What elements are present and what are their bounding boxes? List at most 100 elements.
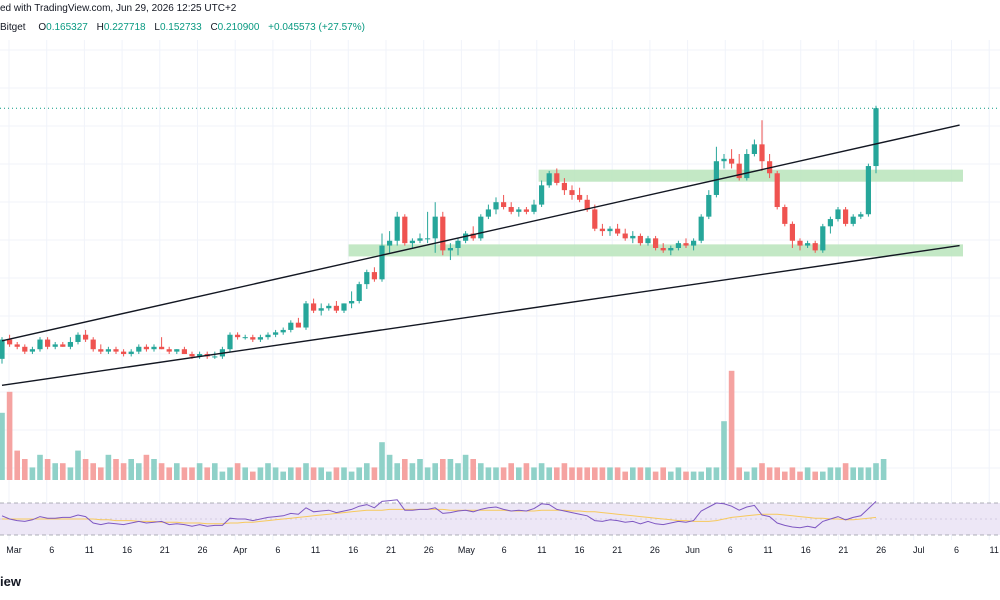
open-label: O [38,22,47,33]
candle-body [295,322,301,328]
candle-body [478,216,484,239]
volume-bar [804,467,811,480]
candle-body [736,163,742,179]
volume-bar [272,467,279,480]
x-tick-label: Jun [685,545,700,555]
change-value: +0.045573 (+27.57%) [268,22,365,33]
volume-bar [782,471,788,480]
candle-body [463,233,469,241]
candle-body [212,356,218,358]
volume-bar [630,467,636,480]
volume-bar [128,459,134,480]
candle-body [782,207,788,224]
candle-body [37,339,43,350]
volume-bar [333,467,340,480]
candle-body [470,233,476,239]
time-axis: Mar 6 11 16 21 26 Apr 6 11 16 21 26 May 6 11 16 21 26 Jun 6… [6,545,999,555]
candlestick-series [0,105,879,364]
candle-body [356,284,362,302]
candle-body [516,209,522,212]
candle-body [843,209,849,224]
volume-bar [614,467,621,480]
volume-bar [364,463,370,480]
candle-body [873,108,879,167]
candle-body [546,173,552,186]
volume-bar [318,467,324,480]
candle-body [850,216,856,224]
candle-body [440,216,446,251]
volume-bar [493,467,499,480]
candle-body [820,226,826,251]
volume-bar [447,459,454,480]
volume-bar [858,467,864,480]
volume-bar [105,454,112,480]
trendlines[interactable] [0,107,1000,387]
x-tick-label: 11 [763,545,772,555]
candle-body [303,303,309,328]
candle-body [584,199,590,210]
x-tick-label: 11 [537,545,546,555]
volume-bar [341,467,347,480]
volume-bar [660,467,666,480]
volume-bar [242,467,248,480]
candle-body [630,235,636,239]
candle-body [668,247,674,251]
x-tick-label: 16 [348,545,358,555]
volume-bar [736,467,742,480]
candle-body [128,351,134,355]
volume-bar [82,459,89,480]
volume-bar [22,459,28,480]
x-tick-label: Apr [233,545,247,555]
volume-bar [554,467,560,480]
volume-bar [462,454,469,480]
volume-bar [6,391,13,480]
volume-bar [143,454,150,480]
volume-bar [120,463,127,480]
candle-body [683,243,689,246]
candle-body [485,209,491,217]
candle-body [653,238,659,248]
volume-bar [0,412,5,480]
volume-bar [622,471,628,480]
x-tick-label: Mar [6,545,22,555]
volume-bar [523,463,530,480]
publish-info: ed with TradingView.com, Jun 29, 2026 12… [0,3,237,14]
candle-body [136,346,142,352]
candle-body [713,161,719,195]
volume-bar [508,463,514,480]
candle-body [250,337,256,340]
ohlc-legend: Bitget O0.165327 H0.227718 L0.152733 C0.… [0,22,371,33]
volume-bar [774,467,780,480]
close-value: 0.210900 [217,22,260,33]
volume-bar [561,463,568,480]
high-label: H [96,22,104,33]
candle-body [402,216,408,244]
candle-body [45,339,51,347]
candle-body [706,194,712,217]
candle-body [805,243,811,246]
volume-bar [356,467,362,480]
volume-bar [873,463,879,480]
candle-body [721,158,727,162]
candle-body [143,346,149,350]
chart-grid [0,40,1000,540]
volume-bar [538,463,545,480]
volume-bar [842,463,849,480]
rsi-line [1,499,877,529]
volume-bar [797,471,803,480]
volume-bar [174,463,180,480]
zone-rect [538,169,963,182]
candle-body [622,233,628,239]
candle-body [751,144,757,154]
volume-bar [60,463,66,480]
volume-bar [67,467,74,480]
candle-body [554,173,560,183]
low-label: L [154,22,160,33]
volume-bar [706,467,712,480]
brand-logo-text: iew [0,574,21,589]
x-tick-label: 6 [954,545,959,555]
volume-bar [645,467,651,480]
candle-body [835,209,841,220]
rsi-pane [0,499,1000,536]
